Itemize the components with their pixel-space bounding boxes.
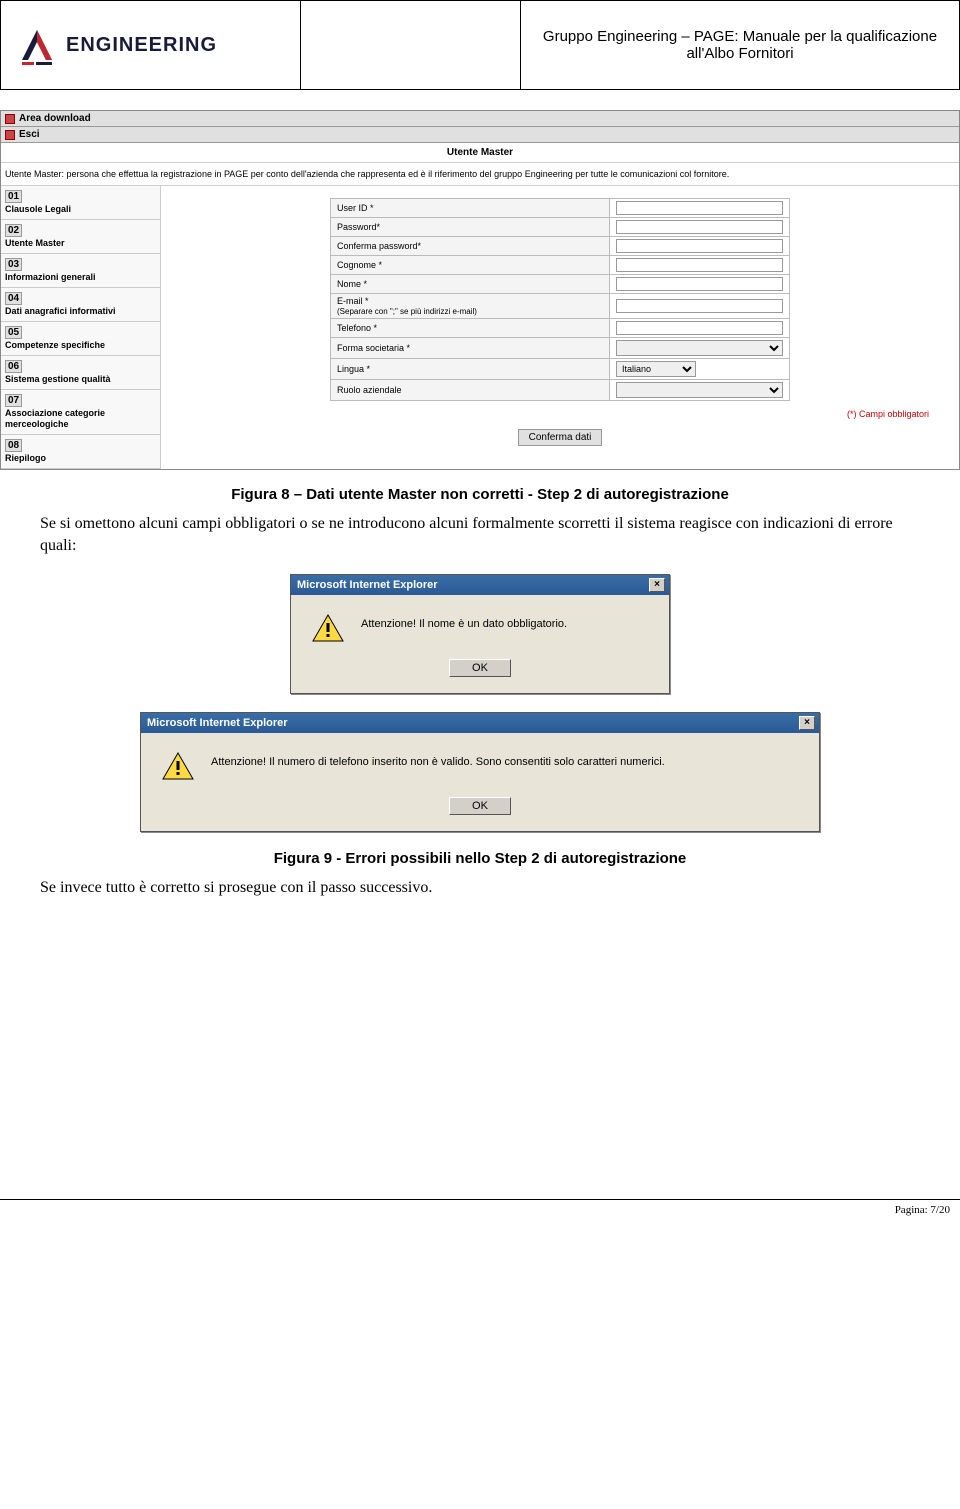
wizard-step[interactable]: 05Competenze specifiche [1,322,160,356]
wizard-step[interactable]: 01Clausole Legali [1,186,160,220]
error-dialog-1: Microsoft Internet Explorer × Attenzione… [290,574,670,694]
input-cognome[interactable] [616,258,783,272]
error-dialog-2: Microsoft Internet Explorer × Attenzione… [140,712,820,832]
input-confirm-password[interactable] [616,239,783,253]
app-screenshot: Area download Esci Utente Master Utente … [0,110,960,470]
page-number: Pagina: 7/20 [895,1204,950,1216]
page-description: Utente Master: persona che effettua la r… [1,163,959,186]
form-area: User ID * Password* Conferma password* C… [161,186,959,469]
required-note: (*) Campi obbligatori [171,409,949,419]
input-telefono[interactable] [616,321,783,335]
nav-square-icon [5,114,15,124]
wizard-step[interactable]: 06Sistema gestione qualità [1,356,160,390]
select-lingua[interactable]: Italiano [616,361,696,377]
wizard-step[interactable]: 07Associazione categorie merceologiche [1,390,160,435]
label-password: Password* [331,218,610,237]
ok-button[interactable]: OK [449,797,511,815]
dialog-titlebar: Microsoft Internet Explorer × [141,713,819,733]
wizard-sidebar: 01Clausole Legali02Utente Master03Inform… [1,186,161,469]
ok-button[interactable]: OK [449,659,511,677]
label-lingua: Lingua * [331,359,610,380]
nav-exit-label: Esci [19,129,40,140]
page-footer: Pagina: 7/20 [0,1199,960,1220]
figure-9-caption: Figura 9 - Errori possibili nello Step 2… [0,850,960,867]
wizard-step[interactable]: 02Utente Master [1,220,160,254]
doc-title: Gruppo Engineering – PAGE: Manuale per l… [521,28,959,62]
input-userid[interactable] [616,201,783,215]
wizard-step[interactable]: 04Dati anagrafici informativi [1,288,160,322]
label-cognome: Cognome * [331,256,610,275]
dialog-titlebar: Microsoft Internet Explorer × [291,575,669,595]
logo: ENGINEERING [16,24,217,66]
close-icon[interactable]: × [799,716,815,730]
nav-square-icon [5,130,15,140]
label-userid: User ID * [331,199,610,218]
header-title-cell: Gruppo Engineering – PAGE: Manuale per l… [521,1,959,89]
label-nome: Nome * [331,275,610,294]
warning-icon [311,613,345,643]
paragraph-2: Se invece tutto è corretto si prosegue c… [40,877,920,899]
paragraph-1: Se si omettono alcuni campi obbligatori … [40,513,920,556]
select-forma[interactable] [616,340,783,356]
header-logo-cell: ENGINEERING [1,1,301,89]
label-telefono: Telefono * [331,319,610,338]
label-forma: Forma societaria * [331,338,610,359]
page-title: Utente Master [1,143,959,163]
dialog-title: Microsoft Internet Explorer [147,717,288,729]
dialog-message: Attenzione! Il numero di telefono inseri… [211,751,665,768]
dialog-message: Attenzione! Il nome è un dato obbligator… [361,613,567,630]
engineering-logo-icon [16,24,58,66]
label-ruolo: Ruolo aziendale [331,380,610,401]
nav-download-label: Area download [19,113,91,124]
doc-header: ENGINEERING Gruppo Engineering – PAGE: M… [0,0,960,90]
input-email[interactable] [616,299,783,313]
label-email: E-mail * (Separare con ";" se più indiri… [331,294,610,319]
confirm-button[interactable]: Conferma dati [518,429,603,446]
close-icon[interactable]: × [649,578,665,592]
form-table: User ID * Password* Conferma password* C… [330,198,790,401]
wizard-step[interactable]: 03Informazioni generali [1,254,160,288]
select-ruolo[interactable] [616,382,783,398]
nav-download[interactable]: Area download [1,111,959,127]
top-nav: Area download Esci [1,111,959,143]
input-password[interactable] [616,220,783,234]
dialog-title: Microsoft Internet Explorer [297,579,438,591]
label-confirm-password: Conferma password* [331,237,610,256]
wizard-step[interactable]: 08Riepilogo [1,435,160,469]
header-mid-cell [301,1,521,89]
nav-exit[interactable]: Esci [1,127,959,143]
figure-8-caption: Figura 8 – Dati utente Master non corret… [0,486,960,503]
input-nome[interactable] [616,277,783,291]
warning-icon [161,751,195,781]
logo-text: ENGINEERING [66,34,217,57]
